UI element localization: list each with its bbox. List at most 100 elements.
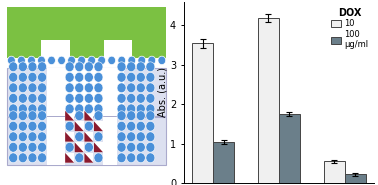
Circle shape (9, 72, 18, 82)
Polygon shape (75, 121, 84, 131)
Circle shape (146, 111, 155, 121)
Circle shape (68, 56, 76, 65)
Bar (7, 68, 166, 116)
Circle shape (108, 56, 116, 65)
Circle shape (9, 62, 18, 72)
Circle shape (94, 62, 103, 72)
Bar (46, 68, 65, 116)
Circle shape (28, 153, 37, 163)
Circle shape (9, 153, 18, 163)
Polygon shape (94, 121, 103, 131)
Circle shape (19, 62, 27, 72)
Circle shape (8, 56, 15, 65)
Polygon shape (65, 132, 74, 142)
Circle shape (65, 93, 74, 103)
Circle shape (117, 62, 126, 72)
Circle shape (127, 121, 136, 131)
Circle shape (9, 104, 18, 114)
Bar (103, 68, 117, 116)
Circle shape (19, 132, 27, 142)
Circle shape (84, 93, 93, 103)
Circle shape (146, 153, 155, 163)
Circle shape (98, 56, 105, 65)
Circle shape (37, 62, 46, 72)
Circle shape (48, 56, 56, 65)
Circle shape (65, 83, 74, 93)
Circle shape (117, 93, 126, 103)
Circle shape (146, 93, 155, 103)
Circle shape (127, 83, 136, 93)
Circle shape (28, 142, 37, 152)
Circle shape (84, 121, 93, 131)
Circle shape (117, 72, 126, 82)
Circle shape (65, 104, 74, 114)
Circle shape (136, 104, 145, 114)
Bar (213, 142, 234, 183)
Y-axis label: Abs. (a.u.): Abs. (a.u.) (157, 68, 167, 117)
Circle shape (146, 62, 155, 72)
Circle shape (19, 153, 27, 163)
Circle shape (19, 104, 27, 114)
Circle shape (37, 104, 46, 114)
Circle shape (19, 121, 27, 131)
Circle shape (127, 72, 136, 82)
Polygon shape (84, 111, 93, 121)
Circle shape (19, 111, 27, 121)
Circle shape (28, 72, 37, 82)
Circle shape (128, 56, 136, 65)
Bar (75, 121, 84, 131)
Bar (46, 117, 65, 164)
Circle shape (9, 121, 18, 131)
Bar (94, 142, 103, 152)
Circle shape (28, 62, 37, 72)
Circle shape (94, 153, 103, 163)
Circle shape (37, 72, 46, 82)
Circle shape (117, 111, 126, 121)
Circle shape (37, 142, 46, 152)
Circle shape (118, 56, 125, 65)
Circle shape (17, 56, 25, 65)
Circle shape (84, 72, 93, 82)
Polygon shape (94, 142, 103, 152)
Circle shape (75, 72, 84, 82)
Circle shape (94, 83, 103, 93)
Circle shape (146, 121, 155, 131)
Circle shape (75, 132, 84, 142)
Circle shape (94, 111, 103, 121)
Circle shape (19, 83, 27, 93)
Circle shape (84, 83, 93, 93)
Bar (84, 111, 93, 121)
Circle shape (146, 72, 155, 82)
Circle shape (75, 153, 84, 163)
Circle shape (28, 132, 37, 142)
Circle shape (75, 83, 84, 93)
Bar (47, 68, 85, 116)
Bar (132, 40, 166, 58)
Bar (85, 68, 124, 116)
Circle shape (75, 111, 84, 121)
Bar (75, 142, 84, 152)
Circle shape (84, 104, 93, 114)
Circle shape (28, 111, 37, 121)
Polygon shape (84, 153, 93, 163)
Circle shape (37, 153, 46, 163)
Circle shape (37, 56, 45, 65)
Bar (258, 18, 279, 183)
Circle shape (65, 62, 74, 72)
Circle shape (9, 83, 18, 93)
Circle shape (19, 142, 27, 152)
Circle shape (19, 93, 27, 103)
Circle shape (75, 62, 84, 72)
Circle shape (117, 132, 126, 142)
Circle shape (28, 104, 37, 114)
Circle shape (9, 132, 18, 142)
Circle shape (127, 142, 136, 152)
Circle shape (117, 104, 126, 114)
Circle shape (138, 56, 146, 65)
Circle shape (75, 93, 84, 103)
Circle shape (94, 72, 103, 82)
Bar (70, 40, 104, 58)
Bar (65, 111, 74, 121)
Circle shape (9, 111, 18, 121)
Circle shape (136, 83, 145, 93)
